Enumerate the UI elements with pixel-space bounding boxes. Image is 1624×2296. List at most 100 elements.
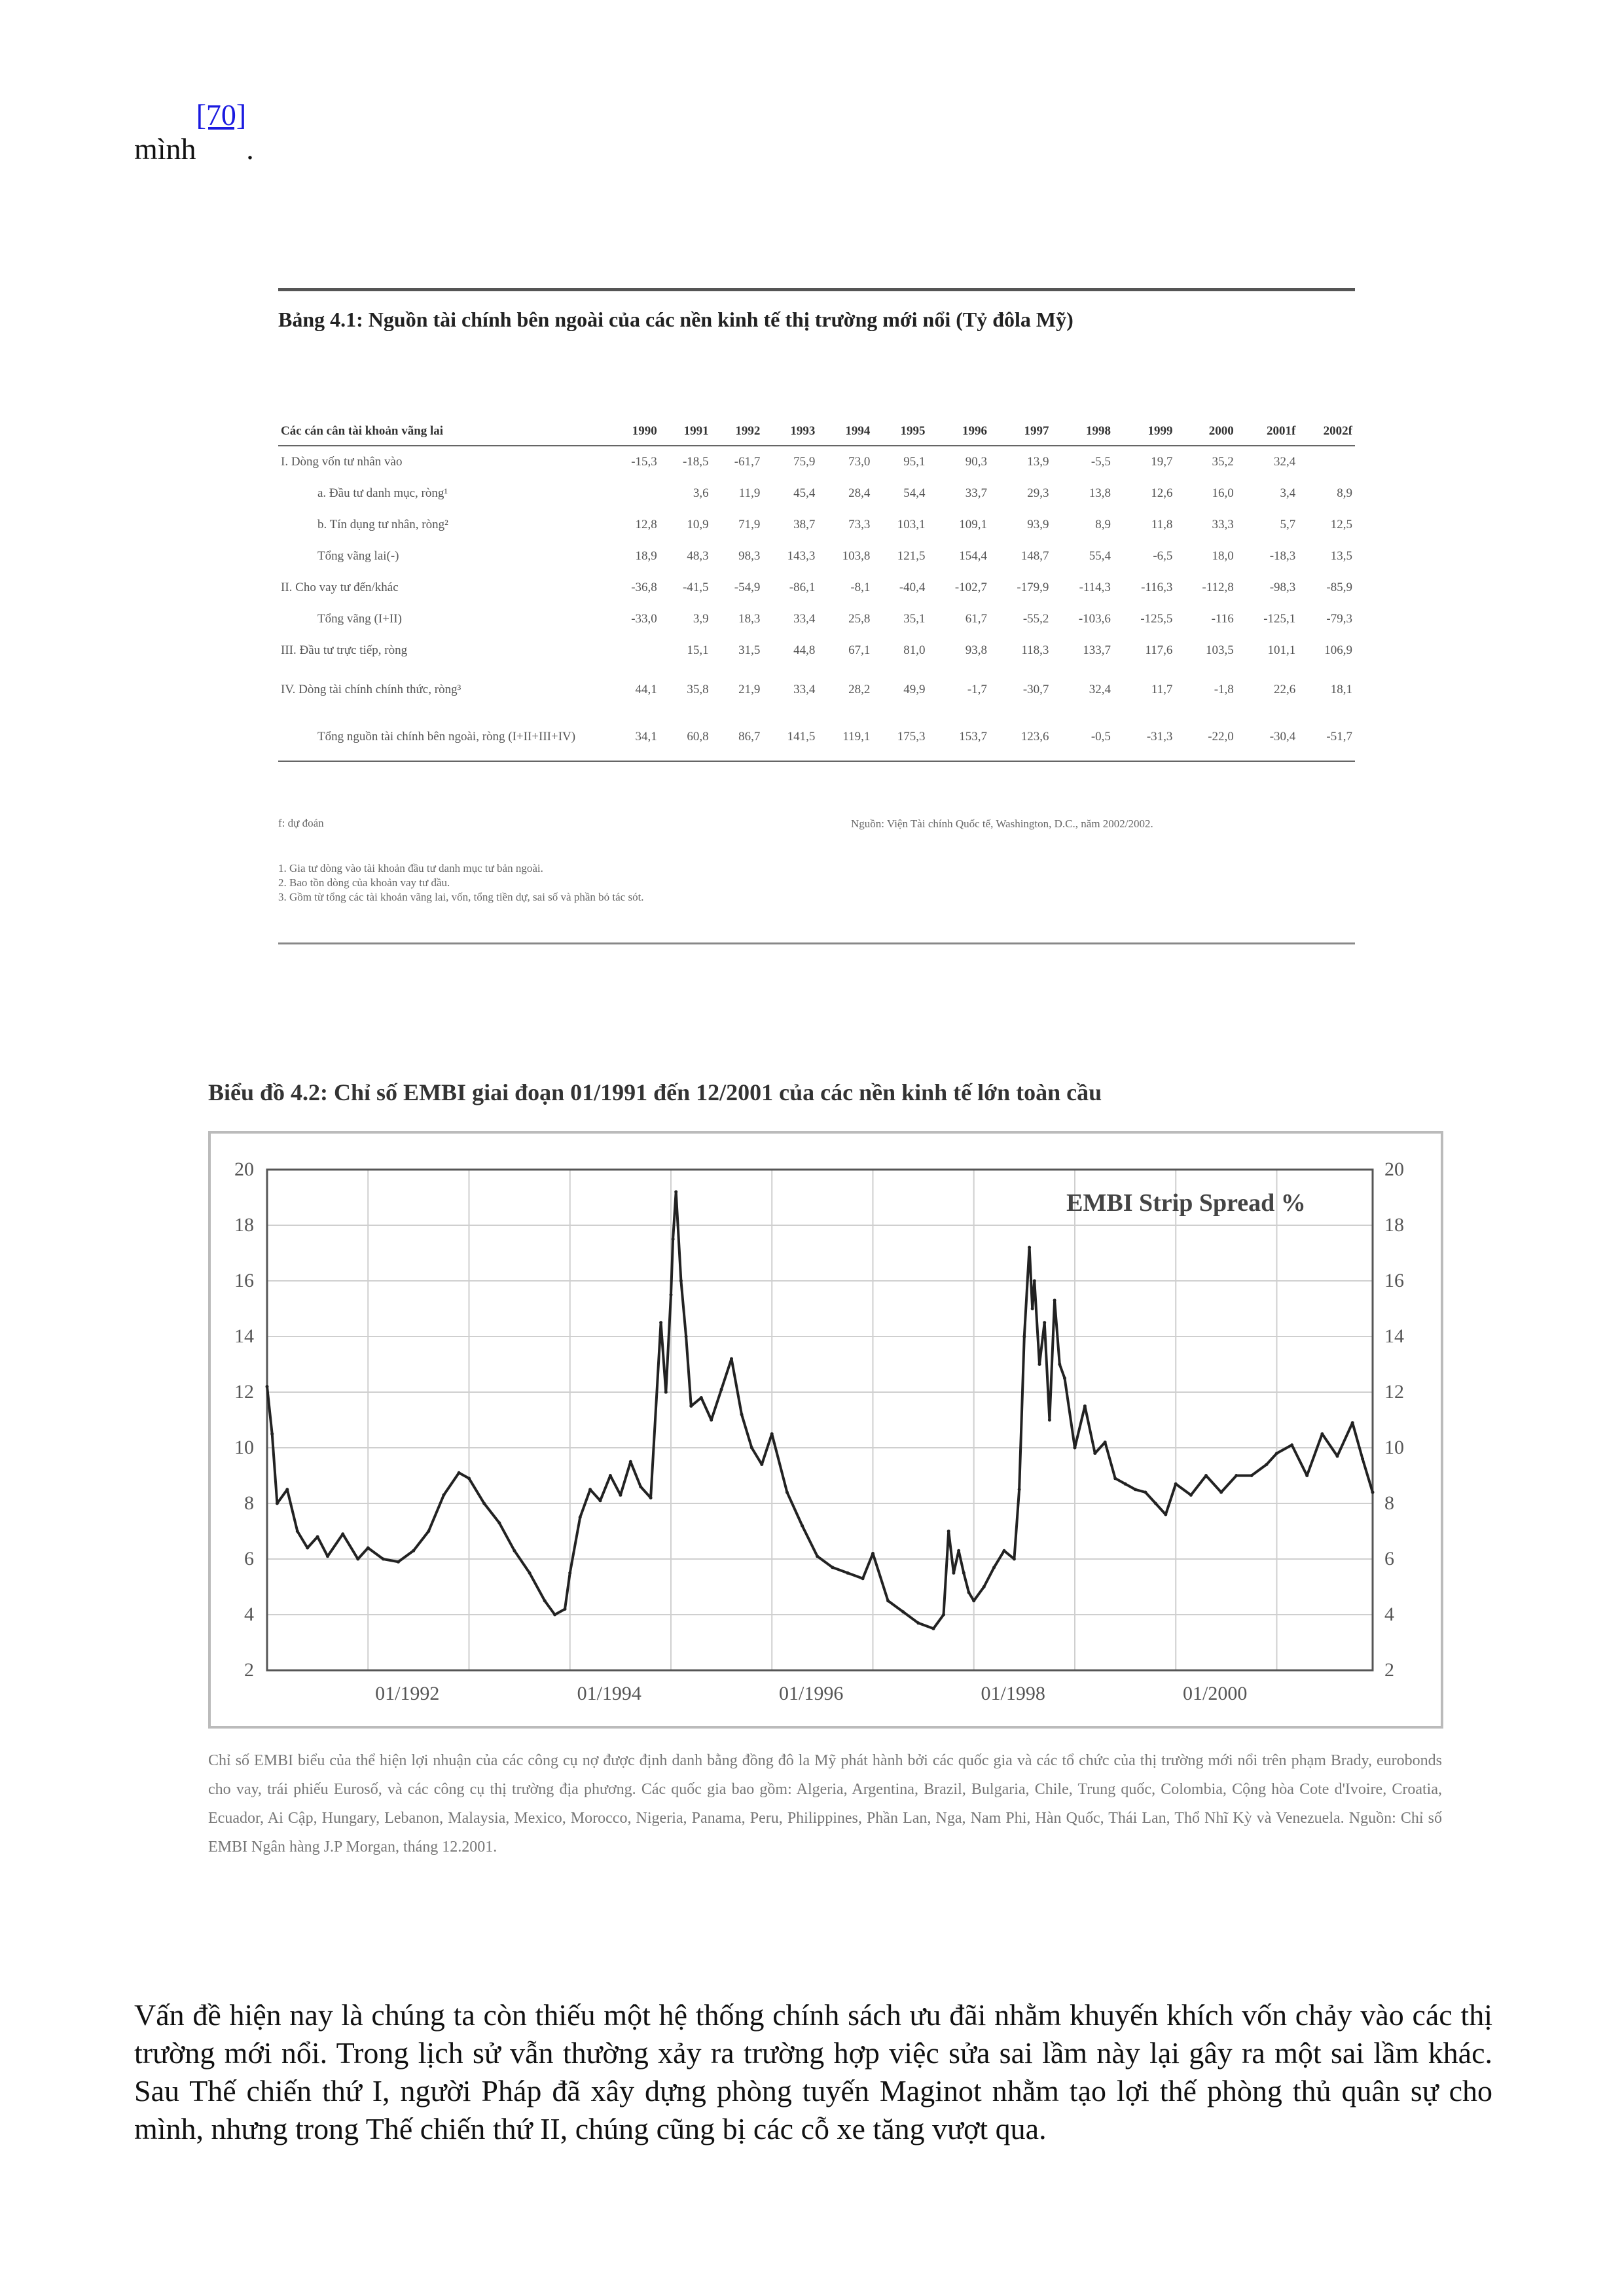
- table-cell: 44,1: [635, 683, 657, 696]
- table-header-year: 1992: [711, 419, 763, 446]
- data-point: [1028, 1246, 1032, 1249]
- data-point: [699, 1396, 703, 1399]
- table-cell: 73,0: [848, 455, 871, 469]
- table-header-year: 2000: [1175, 419, 1236, 446]
- table-cell: -86,1: [789, 581, 816, 594]
- data-point: [598, 1499, 602, 1503]
- table-footnote: 3. Gồm từ tổng các tài khoản vãng lai, v…: [278, 891, 644, 903]
- data-point: [1153, 1501, 1157, 1505]
- table-cell: 81,0: [903, 643, 926, 657]
- data-point: [457, 1471, 461, 1475]
- y-tick-label-left: 4: [244, 1604, 254, 1625]
- data-point: [669, 1293, 673, 1297]
- table-cell: 67,1: [848, 643, 871, 657]
- data-point: [760, 1463, 764, 1466]
- table-cell: 33,7: [965, 486, 987, 500]
- data-point: [1305, 1474, 1309, 1477]
- table-row-label: Tổng vãng lai(-): [317, 549, 399, 563]
- data-point: [684, 1335, 688, 1338]
- table-cell: -18,5: [682, 455, 709, 469]
- table-cell: -30,4: [1236, 713, 1299, 762]
- table-footnote: 2. Bao tồn dòng của khoản vay tư đầu.: [278, 876, 450, 889]
- data-point: [1017, 1488, 1021, 1492]
- table-cell: 3,9: [693, 612, 709, 626]
- data-point: [1058, 1363, 1062, 1366]
- plot-area-border: [266, 1168, 1374, 1672]
- table-cell: 154,4: [959, 549, 987, 563]
- data-point: [619, 1493, 623, 1497]
- table-cell: -114,3: [1079, 581, 1111, 594]
- data-point: [1043, 1321, 1047, 1325]
- table-cell: -125,5: [1140, 612, 1173, 626]
- table-row-label: IV. Dòng tài chính chính thức, ròng³: [281, 683, 461, 696]
- table-cell: 141,5: [763, 713, 818, 762]
- table-cell: 48,3: [687, 549, 709, 563]
- data-point: [861, 1577, 865, 1581]
- table-header-year: 1990: [608, 419, 660, 446]
- data-point: [265, 1385, 269, 1388]
- data-point: [563, 1607, 567, 1611]
- table-cell: 11,7: [1151, 683, 1173, 696]
- data-point: [397, 1560, 400, 1564]
- table-cell: 18,3: [738, 612, 761, 626]
- table-body: I. Dòng vốn tư nhân vào -15,3 -18,5 -61,7 75…: [278, 446, 1355, 762]
- y-tick-label-left: 16: [234, 1270, 254, 1291]
- data-point: [710, 1418, 713, 1422]
- table-cell: -40,4: [899, 581, 926, 594]
- data-point: [1290, 1443, 1294, 1447]
- y-tick-label-right: 14: [1384, 1325, 1404, 1347]
- table-cell: 33,3: [1212, 518, 1234, 531]
- table-cell: 33,4: [793, 612, 816, 626]
- data-point: [356, 1557, 360, 1561]
- table-cell: -179,9: [1017, 581, 1049, 594]
- data-point: [740, 1412, 744, 1416]
- table-cell: 12,5: [1330, 518, 1352, 531]
- data-point: [952, 1571, 956, 1575]
- data-point: [816, 1554, 820, 1558]
- continued-text-line: mình[70].: [134, 100, 254, 164]
- data-point: [1164, 1513, 1168, 1516]
- data-point: [679, 1279, 683, 1283]
- data-point: [1134, 1488, 1137, 1492]
- data-point: [719, 1388, 723, 1391]
- data-point: [1275, 1452, 1278, 1455]
- table-row-label: II. Cho vay tư đến/khác: [281, 581, 399, 594]
- y-tick-label-right: 20: [1384, 1158, 1404, 1180]
- y-tick-label-right: 6: [1384, 1548, 1394, 1570]
- table-cell: 31,5: [738, 643, 761, 657]
- data-point: [962, 1571, 965, 1575]
- table-cell: 143,3: [787, 549, 816, 563]
- data-point: [366, 1546, 370, 1550]
- data-point: [341, 1532, 345, 1536]
- data-point: [1073, 1446, 1077, 1450]
- table-header-year: 1991: [659, 419, 712, 446]
- table-cell: -54,9: [734, 581, 761, 594]
- table-unit-note: f: dự đoán: [278, 817, 324, 829]
- table-row: III. Đầu tư trực tiếp, ròng 15,1 31,5 44,8 6…: [278, 635, 1355, 666]
- table-cell: -79,3: [1326, 612, 1352, 626]
- table-cell: [608, 635, 660, 666]
- data-point: [649, 1496, 653, 1499]
- table-cell: -5,5: [1091, 455, 1111, 469]
- table-cell: 11,8: [1151, 518, 1173, 531]
- table-cell: 61,7: [965, 612, 987, 626]
- table-cell: 8,9: [1337, 486, 1352, 500]
- footnote-reference-link[interactable]: [70]: [196, 98, 247, 132]
- data-point: [467, 1477, 471, 1480]
- data-point: [427, 1530, 431, 1533]
- y-tick-label-right: 8: [1384, 1492, 1394, 1514]
- chart-caption: Chỉ số EMBI biểu của thể hiện lợi nhuận …: [208, 1752, 1442, 1856]
- table-cell: 32,4: [1274, 455, 1296, 469]
- y-tick-label-left: 14: [234, 1325, 254, 1347]
- table-cell: [1298, 446, 1355, 478]
- data-point: [801, 1524, 804, 1528]
- data-point: [1335, 1454, 1339, 1458]
- table-row-label: I. Dòng vốn tư nhân vào: [281, 455, 403, 469]
- table-cell: -15,3: [631, 455, 657, 469]
- table-cell: 28,4: [848, 486, 871, 500]
- data-point: [412, 1549, 416, 1552]
- table-cell: 101,1: [1267, 643, 1296, 657]
- y-tick-label-right: 4: [1384, 1604, 1394, 1625]
- data-point: [1063, 1376, 1066, 1380]
- table-cell: 117,6: [1145, 643, 1173, 657]
